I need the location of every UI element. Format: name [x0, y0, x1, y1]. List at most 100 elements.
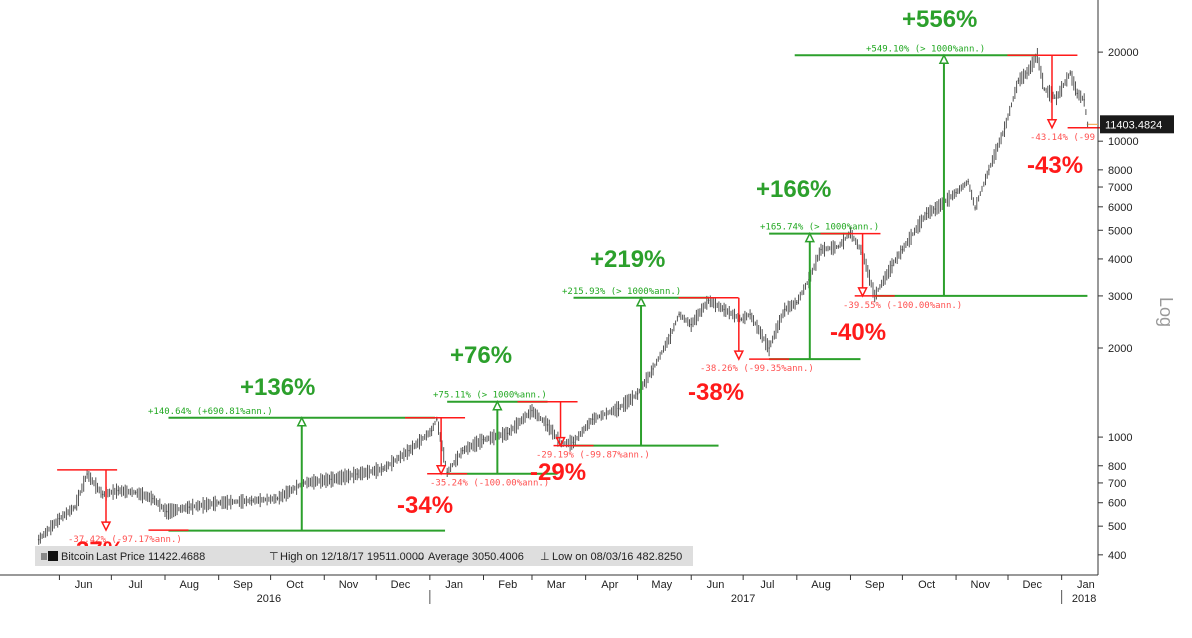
legend-toggle-icon[interactable] [41, 553, 47, 560]
rally-arrow-head [938, 53, 950, 65]
price-point [37, 538, 40, 541]
price-point [783, 308, 786, 311]
rally-arrow-head [635, 296, 647, 307]
price-point [636, 393, 639, 395]
price-point [461, 449, 464, 452]
y-tick-label: 3000 [1108, 291, 1132, 303]
price-point [678, 313, 680, 316]
x-tick-label: Jul [129, 579, 143, 591]
x-tick-label: Nov [339, 579, 359, 591]
x-tick-label: Jun [75, 579, 93, 591]
x-tick-label: Jul [760, 579, 774, 591]
x-tick-label: Oct [918, 579, 935, 591]
price-point [408, 449, 410, 452]
price-point [1076, 92, 1079, 95]
price-point [101, 493, 104, 496]
rally-arrow-head [296, 416, 307, 427]
x-tick-label: Dec [391, 579, 411, 591]
price-point [974, 207, 976, 209]
x-tick-label: Dec [1022, 579, 1042, 591]
drawdown-arrow-head [100, 521, 112, 532]
price-point [669, 334, 672, 337]
price-point [820, 248, 822, 251]
price-point [749, 313, 751, 316]
y-tick-label: 7000 [1108, 182, 1132, 194]
price-point [652, 368, 654, 370]
drawdown-percent-label: -29% [530, 459, 586, 486]
y-tick-label: 500 [1108, 521, 1126, 533]
x-tick-label: Aug [811, 579, 831, 591]
x-year-label: 2016 [257, 593, 281, 605]
price-point [58, 517, 61, 520]
price-point [925, 212, 928, 215]
rally-percent-label: +76% [450, 342, 512, 369]
x-tick-label: Sep [865, 579, 885, 591]
drawdown-detail-label: -37.42% (-97.17%ann.) [68, 535, 182, 545]
price-point [165, 510, 168, 513]
y-axis-label: Log [1156, 297, 1176, 327]
price-point [934, 208, 937, 210]
price-point [707, 299, 710, 302]
price-point [506, 432, 509, 435]
rally-detail-label: +165.74% (> 1000%ann.) [760, 223, 879, 233]
rally-percent-label: +136% [240, 374, 315, 401]
price-point [482, 438, 485, 441]
price-point [330, 478, 332, 481]
legend-last-price: Last Price 11422.4688 [96, 551, 205, 563]
price-point [86, 473, 88, 475]
price-point [988, 169, 990, 171]
y-tick-label: 400 [1108, 550, 1126, 562]
last-price-tag [1100, 115, 1174, 134]
axis-layer: 400 500 600 700 800 1000 2000 3000 4000 5000 6000 7… [0, 0, 1176, 605]
price-point [276, 497, 279, 500]
x-tick-label: Feb [498, 579, 517, 591]
drawdown-arrow-head [555, 436, 566, 448]
drawdown-detail-label: -39.55% (-100.00%ann.) [843, 301, 962, 311]
legend-series-swatch [48, 551, 58, 561]
x-tick-label: Jan [445, 579, 463, 591]
price-point [572, 441, 575, 444]
price-point [1026, 72, 1028, 74]
drawdown-percent-label: -34% [397, 492, 453, 519]
drawdown-detail-label: -35.24% (-100.00%ann.) [430, 479, 549, 489]
rally-percent-label: +166% [756, 176, 831, 203]
price-point [356, 473, 358, 475]
legend-series-label: Bitcoin [61, 551, 94, 563]
rally-arrow-head [492, 400, 503, 411]
rally-detail-label: +215.93% (> 1000%ann.) [562, 287, 681, 297]
price-point [435, 418, 438, 420]
y-tick-label: 700 [1108, 478, 1126, 490]
drawdown-percent-label: -38% [688, 379, 744, 406]
price-point [837, 245, 840, 248]
drawdown-detail-label: -38.26% (-99.35%ann.) [700, 364, 814, 374]
y-tick-label: 20000 [1108, 47, 1139, 59]
legend-low-icon: ⊥ [540, 551, 550, 563]
price-point [768, 347, 770, 349]
x-tick-label: May [651, 579, 672, 591]
x-tick-label: Jun [707, 579, 725, 591]
drawdown-arrow-head [1046, 119, 1058, 130]
y-tick-label: 5000 [1108, 225, 1132, 237]
price-point [250, 499, 253, 502]
drawdown-arrow-head [733, 350, 745, 361]
drawdown-detail-label: -43.14% (-99 [1030, 133, 1095, 143]
x-tick-label: Oct [286, 579, 303, 591]
x-year-label: 2017 [731, 593, 755, 605]
price-point [617, 407, 620, 410]
price-point [967, 180, 969, 183]
x-tick-label: Aug [179, 579, 199, 591]
x-tick-label: Mar [547, 579, 566, 591]
price-point [891, 264, 893, 267]
y-tick-label: 1000 [1108, 432, 1132, 444]
price-point [302, 482, 305, 484]
legend-high-icon: ⊤ [269, 551, 279, 563]
price-point [723, 308, 725, 311]
y-tick-label: 8000 [1108, 165, 1132, 177]
legend-average-icon: → [415, 551, 426, 563]
drawdown-arrow-head [857, 287, 868, 298]
y-tick-label: 4000 [1108, 254, 1132, 266]
price-point [217, 501, 220, 504]
price-point [591, 418, 594, 420]
rally-percent-label: +219% [590, 246, 665, 273]
